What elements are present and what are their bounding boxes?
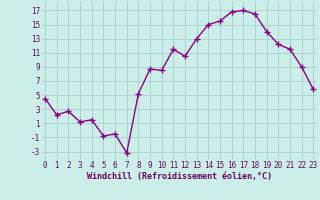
X-axis label: Windchill (Refroidissement éolien,°C): Windchill (Refroidissement éolien,°C) [87,172,272,181]
